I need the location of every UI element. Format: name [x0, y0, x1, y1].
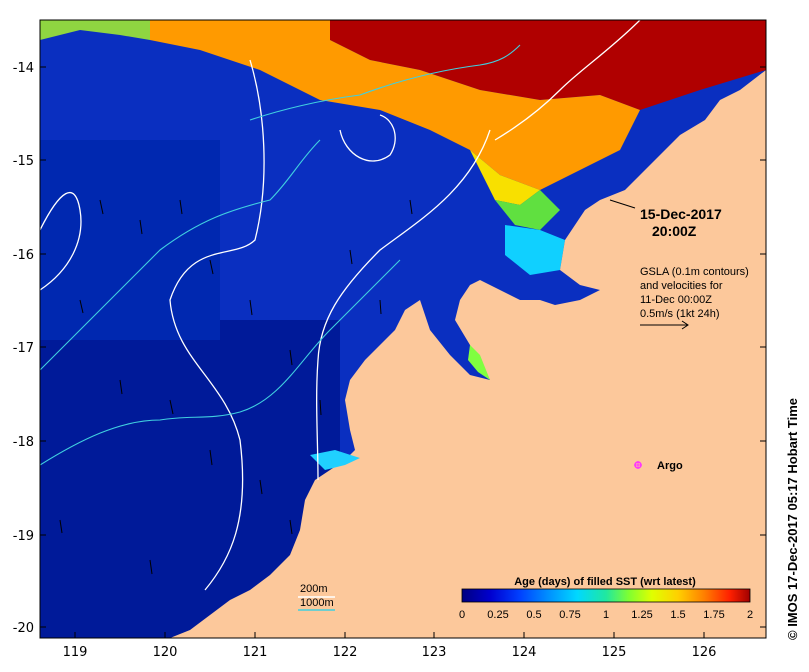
- colorbar-tick-0: 0: [459, 609, 465, 621]
- colorbar-tick-6: 1.5: [670, 609, 685, 621]
- isobath-200: [40, 139, 321, 371]
- lat-axis: -14 -15 -16 -17 -18 -19 -20: [13, 61, 766, 636]
- age-patch-yellow: [470, 150, 540, 205]
- lon-tick-124: 124: [512, 645, 537, 660]
- lat-tick-15: -15: [13, 154, 34, 169]
- colorbar-title: Age (days) of filled SST (wrt latest): [514, 576, 696, 588]
- colorbar-tick-4: 1: [603, 609, 609, 621]
- land-mass: [170, 70, 766, 638]
- gsla-label-3: 11-Dec 00:00Z: [640, 294, 712, 306]
- age-patch-dark-red: [330, 20, 766, 110]
- lon-tick-122: 122: [333, 645, 358, 660]
- age-patch-lime-north: [40, 20, 150, 40]
- isobath-200-label: 200m: [300, 583, 328, 595]
- timestamp-pointer: [609, 199, 636, 209]
- lon-tick-126: 126: [692, 645, 717, 660]
- imos-credit: © IMOS 17-Dec-2017 05:17 Hobart Time: [785, 398, 800, 640]
- lon-tick-119: 119: [63, 645, 88, 660]
- age-patch-bay-cyan: [310, 450, 360, 470]
- colorbar-tick-3: 0.75: [559, 609, 580, 621]
- gsla-contour-1: [169, 59, 265, 591]
- argo-label: Argo: [657, 460, 683, 472]
- colorbar-tick-5: 1.25: [631, 609, 652, 621]
- gsla-contour-3: [316, 129, 491, 481]
- lat-tick-16: -16: [13, 248, 34, 263]
- reference-velocity-arrow: [640, 320, 689, 330]
- colorbar-tick-7: 1.75: [703, 609, 724, 621]
- colorbar-tick-8: 2: [747, 609, 753, 621]
- age-patch-bay-green: [468, 345, 490, 380]
- lat-tick-14: -14: [13, 61, 34, 76]
- lat-tick-19: -19: [13, 529, 34, 544]
- lon-tick-125: 125: [602, 645, 627, 660]
- gsla-label-1: GSLA (0.1m contours): [640, 266, 749, 278]
- lon-tick-123: 123: [422, 645, 447, 660]
- lon-axis: 119 120 121 122 123 124 125 126: [63, 632, 717, 660]
- colorbar-tick-1: 0.25: [487, 609, 508, 621]
- velocity-arrows: [59, 199, 413, 575]
- timestamp-time: 20:00Z: [652, 223, 697, 239]
- argo-marker: [634, 461, 642, 469]
- colorbar: Age (days) of filled SST (wrt latest) 0 …: [450, 576, 760, 630]
- lat-tick-20: -20: [13, 621, 34, 636]
- gsla-label-2: and velocities for: [640, 280, 723, 292]
- isobath-1000: [40, 259, 401, 466]
- age-patch-orange: [150, 20, 640, 190]
- plot-frame: [39, 19, 767, 639]
- ocean-deep-west: [40, 140, 220, 340]
- lon-tick-121: 121: [243, 645, 268, 660]
- isobath-1000-label: 1000m: [300, 597, 334, 609]
- lat-tick-17: -17: [13, 341, 34, 356]
- age-patch-green: [495, 190, 560, 230]
- colorbar-tick-2: 0.5: [526, 609, 541, 621]
- gsla-label-4: 0.5m/s (1kt 24h): [640, 308, 719, 320]
- lat-tick-18: -18: [13, 435, 34, 450]
- gsla-contour-4: [494, 20, 641, 141]
- gsla-contour-2: [40, 191, 82, 291]
- lon-tick-120: 120: [153, 645, 178, 660]
- age-patch-cyan: [505, 225, 565, 275]
- timestamp-date: 15-Dec-2017: [640, 206, 722, 222]
- colorbar-gradient: [461, 588, 751, 603]
- gsla-contour-5: [339, 114, 396, 162]
- isobath-north: [249, 44, 521, 121]
